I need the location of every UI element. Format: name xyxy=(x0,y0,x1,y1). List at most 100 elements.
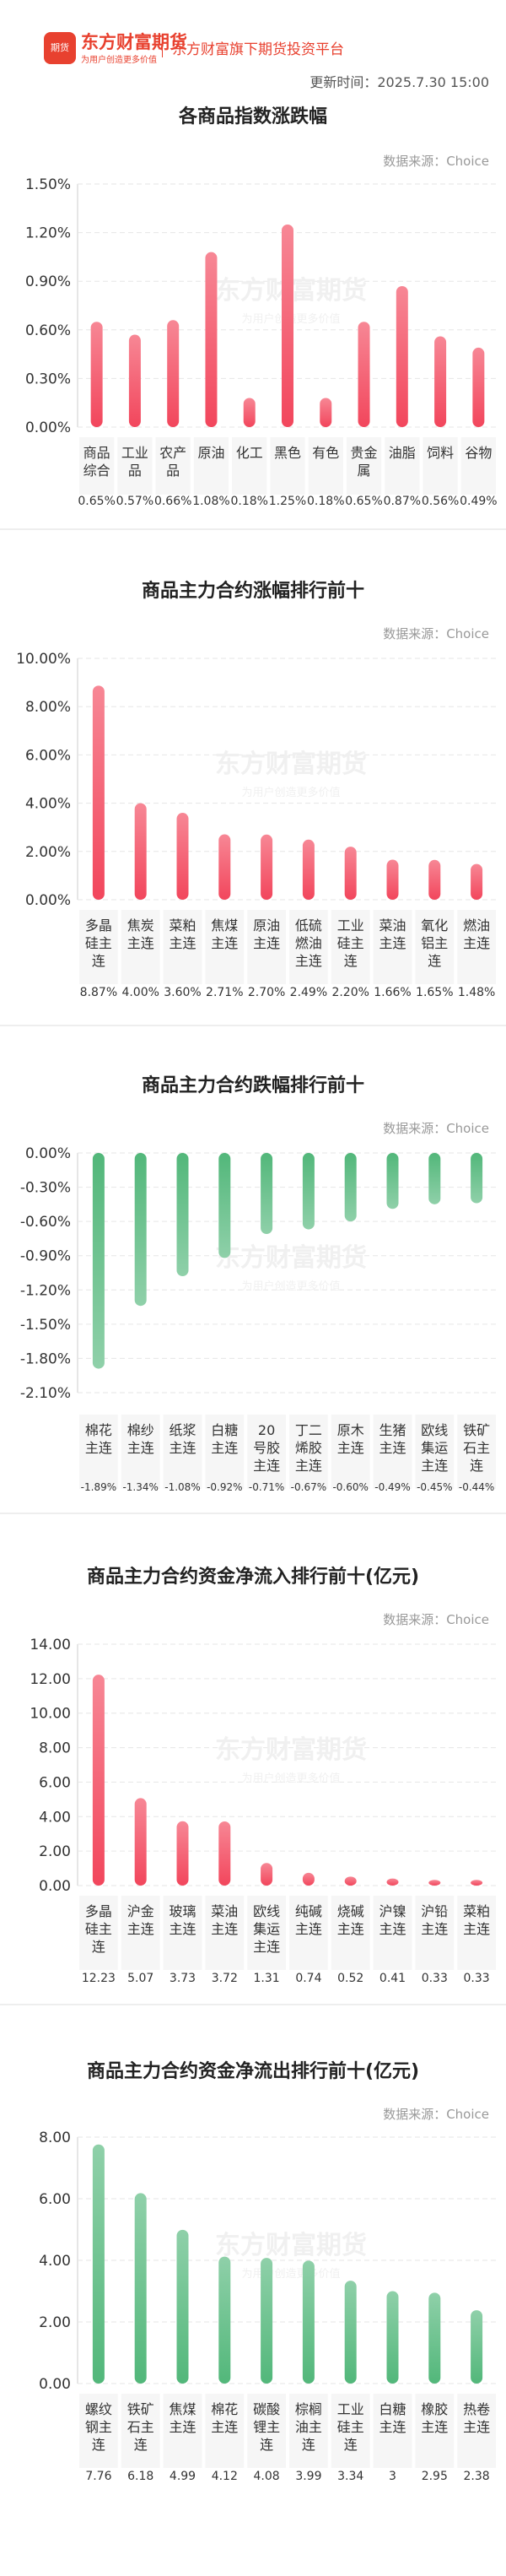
category-label: 商品综合 xyxy=(83,445,110,479)
category-label: 燃油主连 xyxy=(463,917,490,951)
bar xyxy=(176,1153,189,1277)
value-label: 3.73 xyxy=(170,1972,196,1985)
category-label: 玻璃主连 xyxy=(169,1903,196,1937)
y-tick-label: -0.30% xyxy=(20,1180,71,1197)
data-source-label: 数据来源：Choice xyxy=(383,154,489,169)
y-tick-label: 0.30% xyxy=(25,371,71,387)
category-label-bg xyxy=(247,2394,286,2468)
category-label: 贵金属 xyxy=(351,445,378,479)
category-label-bg xyxy=(457,1896,496,1970)
bar xyxy=(428,1153,441,1204)
category-label: 焦煤主连 xyxy=(211,917,238,951)
category-label-bg xyxy=(121,1896,160,1970)
category-label: 丁二烯胶主连 xyxy=(295,1422,322,1474)
category-label: 菜粕主连 xyxy=(463,1903,490,1937)
bar xyxy=(396,285,408,427)
bar xyxy=(386,2291,399,2384)
brand-logo: 期货 xyxy=(44,32,76,64)
category-label-bg xyxy=(121,1415,160,1489)
category-label-bg xyxy=(415,910,455,984)
section-title: 商品主力合约涨幅排行前十 xyxy=(141,581,364,602)
category-label-bg xyxy=(79,2394,118,2468)
category-label: 谷物 xyxy=(465,445,492,461)
value-label: 2.70% xyxy=(248,986,285,999)
category-label: 化工 xyxy=(236,445,263,461)
value-label: 4.08 xyxy=(254,2470,280,2483)
bar xyxy=(471,863,483,900)
category-label-bg xyxy=(205,1415,245,1489)
bar xyxy=(428,2292,441,2384)
category-label: 工业硅主连 xyxy=(337,2401,364,2453)
value-label: 0.41 xyxy=(380,1972,406,1985)
value-label: 2.20% xyxy=(331,986,369,999)
category-label: 原木主连 xyxy=(337,1422,364,1456)
value-label: -0.67% xyxy=(291,1481,326,1493)
category-label: 橡胶主连 xyxy=(421,2401,448,2435)
bar xyxy=(358,322,370,427)
bar xyxy=(302,1153,315,1230)
category-label-bg xyxy=(270,437,305,495)
y-tick-label: 1.50% xyxy=(25,176,71,193)
y-tick-label: 14.00 xyxy=(30,1637,71,1653)
bar xyxy=(261,834,273,900)
value-label: 4.99 xyxy=(170,2470,196,2483)
category-label-bg xyxy=(415,2394,455,2468)
category-label: 白糖主连 xyxy=(211,1422,238,1456)
value-label: 0.33 xyxy=(464,1972,490,1985)
y-tick-label: 0.90% xyxy=(25,273,71,290)
category-label-bg xyxy=(289,1896,328,1970)
bar xyxy=(218,2256,231,2384)
value-label: -0.92% xyxy=(207,1481,242,1493)
value-label: 2.49% xyxy=(290,986,327,999)
net-outflow-chart: 8.00 6.00 4.00 2.00 0.00 东方财富期货为用户创造更多价值螺纹钢主连… xyxy=(39,2130,498,2483)
category-label-bg xyxy=(163,2394,202,2468)
y-tick-label: 8.00% xyxy=(25,699,71,716)
y-tick-label: -1.50% xyxy=(20,1317,71,1334)
platform-label: 东方财富旗下期货投资平台 xyxy=(172,41,344,58)
y-tick-label: 8.00 xyxy=(39,2130,71,2146)
bar xyxy=(386,1153,399,1210)
value-label: 1.08% xyxy=(192,495,229,508)
category-label: 铁矿石主连 xyxy=(463,1422,490,1474)
category-label-bg xyxy=(457,910,496,984)
category-label: 欧线集运主连 xyxy=(253,1903,280,1955)
y-tick-label: 0.60% xyxy=(25,322,71,339)
category-label: 工业品 xyxy=(121,445,148,479)
watermark-text: 东方财富期货 xyxy=(215,1735,367,1765)
y-tick-label: 8.00 xyxy=(39,1740,71,1757)
watermark-text: 东方财富期货 xyxy=(215,1243,367,1273)
category-label-bg xyxy=(289,910,328,984)
category-label-bg xyxy=(331,1896,370,1970)
section-title: 商品主力合约跌幅排行前十 xyxy=(141,1075,364,1096)
category-label: 烧碱主连 xyxy=(337,1903,364,1937)
y-tick-label: -2.10% xyxy=(20,1385,71,1402)
category-label: 沪铅主连 xyxy=(421,1903,448,1937)
category-label-bg xyxy=(163,910,202,984)
category-label: 棕榈油主连 xyxy=(295,2401,322,2453)
data-source-label: 数据来源：Choice xyxy=(383,1612,489,1627)
y-tick-label: 0.00% xyxy=(25,1145,71,1162)
bar xyxy=(128,334,141,427)
value-label: -1.89% xyxy=(81,1481,116,1493)
value-label: 0.18% xyxy=(230,495,267,508)
watermark-subtext: 为用户创造更多价值 xyxy=(241,1280,340,1293)
category-label-bg xyxy=(247,1896,286,1970)
bar xyxy=(302,2260,315,2384)
category-label: 黑色 xyxy=(274,445,301,461)
value-label: 0.49% xyxy=(460,495,497,508)
category-label-bg xyxy=(289,1415,328,1489)
section-divider xyxy=(0,1513,506,1514)
category-label-bg xyxy=(163,1415,202,1489)
y-tick-label: 6.00 xyxy=(39,1774,71,1791)
y-tick-label: -1.20% xyxy=(20,1282,71,1299)
watermark-subtext: 为用户创造更多价值 xyxy=(241,1772,340,1785)
net-inflow-chart: 14.00 12.00 10.00 8.00 6.00 4.00 2.00 0.00 东方财富期… xyxy=(30,1637,498,1985)
bar xyxy=(243,398,256,427)
value-label: 3.34 xyxy=(337,2470,363,2483)
bar xyxy=(261,1153,273,1235)
bar xyxy=(302,1872,315,1886)
y-tick-label: -0.60% xyxy=(20,1214,71,1231)
y-tick-label: 6.00% xyxy=(25,747,71,764)
y-tick-label: 0.00% xyxy=(25,419,71,436)
category-label-bg xyxy=(331,1415,370,1489)
